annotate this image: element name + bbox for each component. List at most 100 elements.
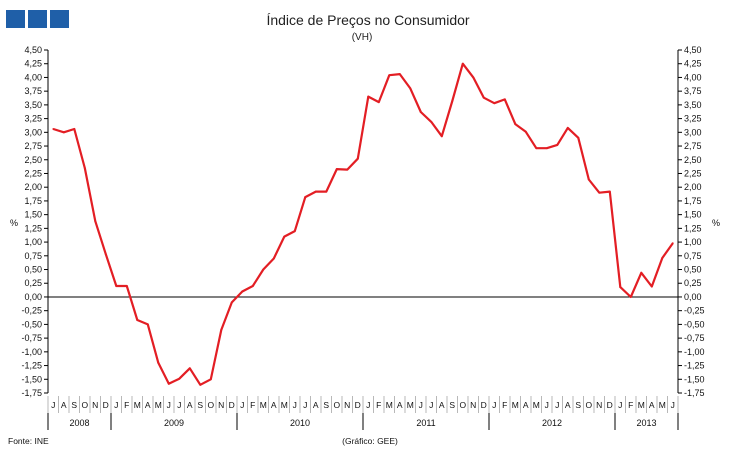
month-label: A [523, 400, 529, 410]
y-tick-label-left: 2,00 [24, 182, 42, 192]
month-label: A [271, 400, 277, 410]
month-label: J [429, 400, 433, 410]
y-tick-label-right: 3,00 [684, 127, 702, 137]
month-label: J [545, 400, 549, 410]
data-point [430, 120, 433, 123]
year-label: 2013 [636, 418, 656, 428]
logo-square [6, 10, 25, 28]
data-point [104, 253, 107, 256]
y-tick-label-left: -1,25 [21, 361, 42, 371]
y-tick-label-left: 0,50 [24, 265, 42, 275]
y-tick-label-right: -0,75 [684, 333, 705, 343]
data-point [325, 190, 328, 193]
data-point [73, 128, 76, 130]
data-point [493, 102, 496, 105]
y-tick-label-right: -1,25 [684, 361, 705, 371]
month-label: N [596, 400, 602, 410]
data-point [419, 111, 422, 113]
data-point [241, 290, 244, 293]
y-tick-label-right: 4,25 [684, 59, 702, 69]
y-tick-label-left: -1,75 [21, 388, 42, 398]
y-tick-label-left: -0,50 [21, 319, 42, 329]
y-tick-label-left: 0,75 [24, 251, 42, 261]
y-tick-label-right: 1,00 [684, 237, 702, 247]
year-label: 2008 [69, 418, 89, 428]
y-tick-label-left: 1,75 [24, 196, 42, 206]
data-point [440, 135, 443, 138]
y-tick-label-left: 3,50 [24, 100, 42, 110]
y-tick-label-right: 0,75 [684, 251, 702, 261]
data-point [545, 147, 548, 150]
month-label: J [555, 400, 559, 410]
month-label: A [187, 400, 193, 410]
y-tick-label-left: 0,25 [24, 278, 42, 288]
logo-square [50, 10, 69, 28]
month-label: J [51, 400, 55, 410]
month-label: F [124, 400, 129, 410]
y-tick-label-right: 2,75 [684, 141, 702, 151]
data-point [230, 301, 233, 304]
y-tick-label-left: 2,50 [24, 155, 42, 165]
month-label: F [250, 400, 255, 410]
y-tick-label-left: 3,75 [24, 86, 42, 96]
data-point [671, 242, 674, 245]
data-point [640, 271, 643, 274]
y-axis-label-left: % [10, 218, 18, 228]
data-point [178, 377, 181, 380]
data-point [115, 285, 118, 287]
data-point [94, 220, 97, 223]
y-tick-label-right: 2,25 [684, 168, 702, 178]
data-point [136, 319, 139, 321]
data-point [598, 191, 601, 194]
month-label: J [177, 400, 181, 410]
month-label: J [366, 400, 370, 410]
month-label: M [134, 400, 141, 410]
data-point [146, 323, 149, 326]
data-point [367, 95, 370, 98]
month-label: F [628, 400, 633, 410]
month-label: A [565, 400, 571, 410]
y-tick-label-left: 1,50 [24, 210, 42, 220]
data-point [377, 101, 380, 104]
y-tick-label-right: 4,00 [684, 72, 702, 82]
y-tick-label-left: 2,75 [24, 141, 42, 151]
month-label: A [313, 400, 319, 410]
y-axis-label-right: % [712, 218, 720, 228]
data-point [356, 157, 359, 160]
month-label: O [459, 400, 466, 410]
y-tick-label-right: 0,00 [684, 292, 702, 302]
month-label: A [61, 400, 67, 410]
data-point [220, 328, 223, 331]
month-label: S [197, 400, 203, 410]
data-point [535, 147, 538, 150]
data-point [157, 361, 160, 364]
month-label: D [607, 400, 613, 410]
data-point [272, 257, 275, 260]
year-label: 2010 [290, 418, 310, 428]
data-point [125, 285, 128, 287]
y-tick-label-right: 3,50 [684, 100, 702, 110]
month-label: J [618, 400, 622, 410]
data-point [199, 383, 202, 386]
data-point [482, 96, 485, 99]
data-point [619, 286, 622, 288]
data-point [514, 123, 517, 125]
month-label: D [355, 400, 361, 410]
month-label: J [671, 400, 675, 410]
month-label: D [481, 400, 487, 410]
data-point [472, 76, 475, 79]
y-tick-label-right: -1,50 [684, 374, 705, 384]
data-point [293, 230, 296, 233]
month-label: M [638, 400, 645, 410]
y-tick-label-left: 2,25 [24, 168, 42, 178]
month-label: D [103, 400, 109, 410]
y-tick-label-right: 0,25 [684, 278, 702, 288]
source-label: Fonte: INE [8, 436, 49, 446]
month-label: M [281, 400, 288, 410]
month-label: J [492, 400, 496, 410]
month-label: S [449, 400, 455, 410]
data-point [409, 87, 412, 90]
chart-subtitle: (VH) [352, 32, 373, 43]
data-point [52, 128, 55, 130]
month-label: O [585, 400, 592, 410]
